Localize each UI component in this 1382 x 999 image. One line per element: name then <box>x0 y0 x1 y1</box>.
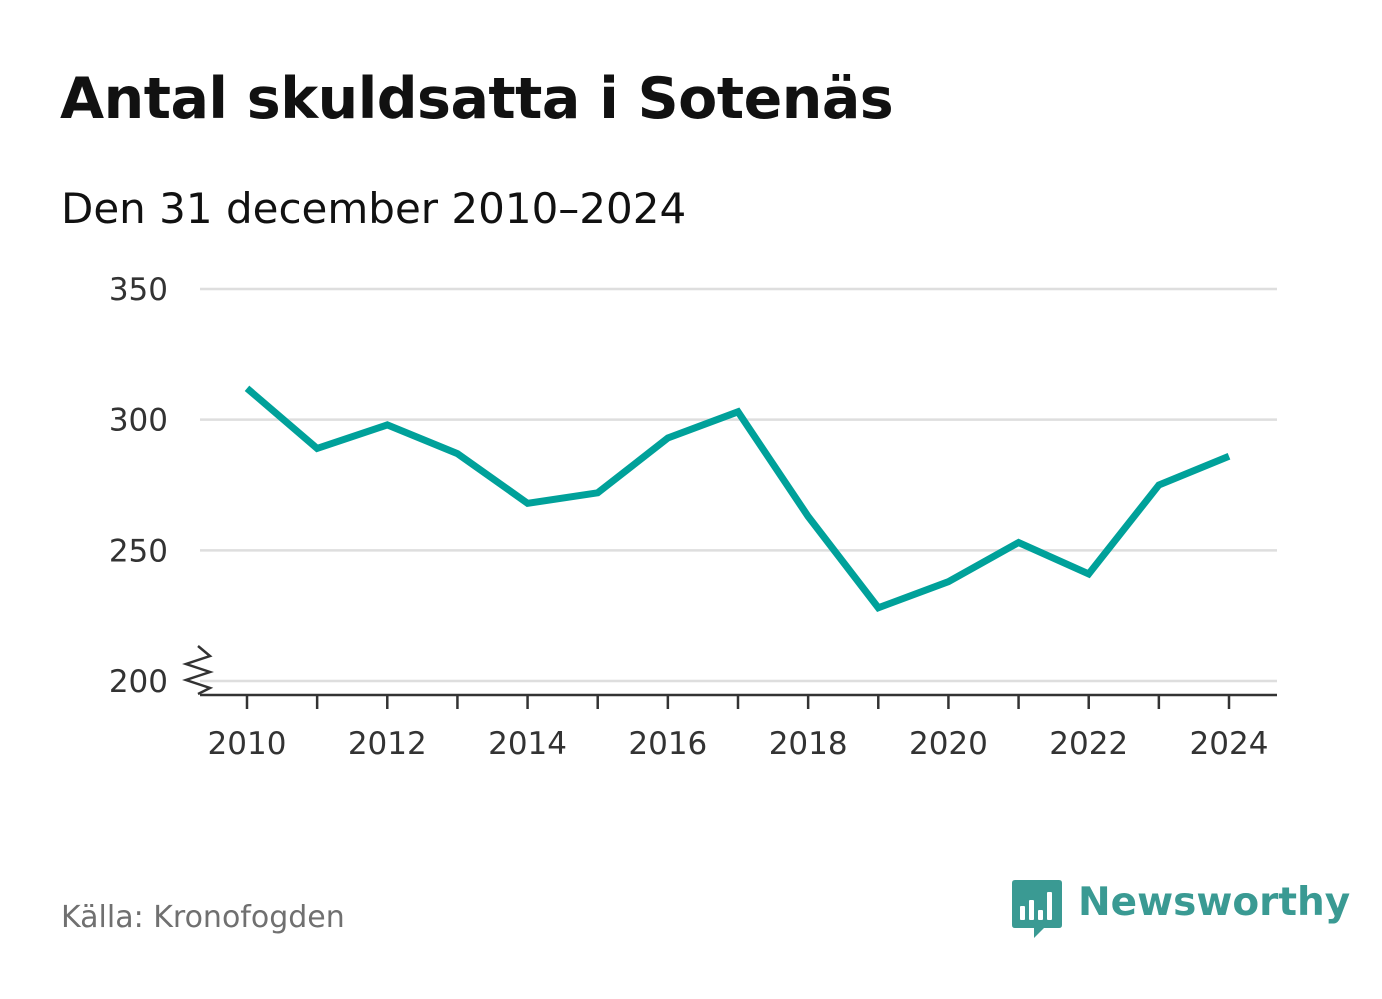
chart-title: Antal skuldsatta i Sotenäs <box>60 66 894 132</box>
series-group <box>244 385 1231 612</box>
newsworthy-logo: Newsworthy <box>1012 880 1350 940</box>
y-tick-label-200: 200 <box>109 664 168 700</box>
x-tick-label-2014: 2014 <box>488 726 567 762</box>
y-tick-label-350: 350 <box>109 272 168 308</box>
chart-subtitle: Den 31 december 2010–2024 <box>61 184 687 233</box>
x-tick-label-2016: 2016 <box>628 726 707 762</box>
series-line-0 <box>244 385 1231 612</box>
x-tick-label-2010: 2010 <box>208 726 287 762</box>
x-axis-labels: 2010 2012 2014 2016 2018 2020 2022 2024 <box>208 726 1269 762</box>
y-axis-break-icon <box>182 645 214 696</box>
y-tick-label-300: 300 <box>109 403 168 439</box>
x-tick-label-2018: 2018 <box>769 726 848 762</box>
brand-name: Newsworthy <box>1078 880 1351 925</box>
bar-chart-speech-bubble-icon <box>1012 880 1062 938</box>
grid-lines <box>200 287 1277 683</box>
x-tick-label-2022: 2022 <box>1049 726 1128 762</box>
y-axis-labels: 200 250 300 350 <box>109 272 168 700</box>
x-tick-label-2020: 2020 <box>909 726 988 762</box>
y-tick-label-250: 250 <box>109 533 168 569</box>
x-axis <box>182 645 1277 709</box>
x-tick-label-2024: 2024 <box>1190 726 1269 762</box>
source-note: Källa: Kronofogden <box>61 900 345 935</box>
x-tick-label-2012: 2012 <box>348 726 427 762</box>
